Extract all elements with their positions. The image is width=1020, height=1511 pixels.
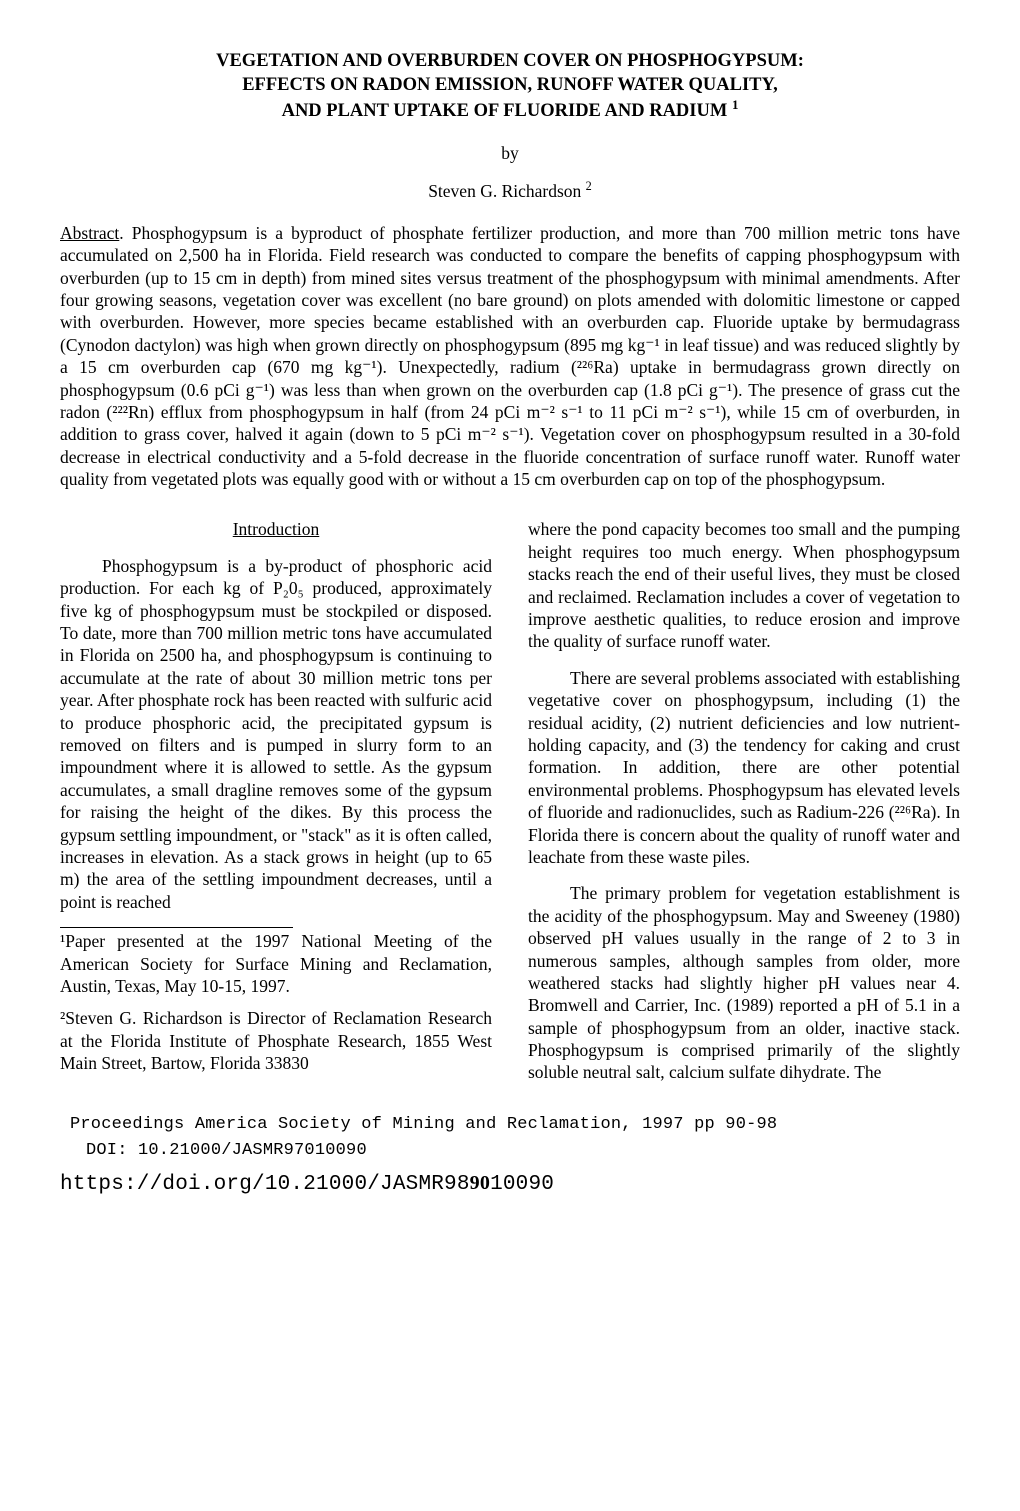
page-number-9: 9 [470, 1172, 480, 1194]
right-para-2: There are several problems associated wi… [528, 667, 960, 869]
right-column: where the pond capacity becomes too smal… [528, 518, 960, 1097]
paper-title: VEGETATION AND OVERBURDEN COVER ON PHOSP… [60, 50, 960, 124]
title-line-3: AND PLANT UPTAKE OF FLUORIDE AND RADIUM [282, 102, 732, 122]
footnote-2: ²Steven G. Richardson is Director of Rec… [60, 1007, 492, 1074]
author-footnote-marker: 2 [586, 179, 592, 193]
url-prefix: https://doi.org/10.21000/JASMR98 [60, 1173, 470, 1196]
title-footnote-marker: 1 [732, 97, 738, 112]
introduction-heading: Introduction [60, 518, 492, 540]
author-name: Steven G. Richardson 2 [60, 179, 960, 202]
abstract-body: . Phosphogypsum is a byproduct of phosph… [60, 223, 960, 489]
abstract: Abstract. Phosphogypsum is a byproduct o… [60, 222, 960, 491]
left-column: Introduction Phosphogypsum is a by-produ… [60, 518, 492, 1097]
abstract-label: Abstract [60, 223, 119, 243]
title-line-1: VEGETATION AND OVERBURDEN COVER ON PHOSP… [216, 51, 804, 71]
proceedings-line: Proceedings America Society of Mining an… [70, 1114, 960, 1136]
right-para-3: The primary problem for vegetation estab… [528, 882, 960, 1084]
right-para-1: where the pond capacity becomes too smal… [528, 518, 960, 652]
url-suffix: 10090 [490, 1173, 554, 1196]
title-line-2: EFFECTS ON RADON EMISSION, RUNOFF WATER … [242, 75, 778, 95]
footnote-1: ¹Paper presented at the 1997 National Me… [60, 930, 492, 997]
footnote-separator [60, 927, 293, 928]
by-label: by [60, 142, 960, 164]
doi-url-line: https://doi.org/10.21000/JASMR989010090 [60, 1171, 960, 1199]
two-column-body: Introduction Phosphogypsum is a by-produ… [60, 518, 960, 1097]
page-number-0: 0 [480, 1172, 490, 1194]
intro-para-1: Phosphogypsum is a by-product of phospho… [60, 555, 492, 913]
doi-line: DOI: 10.21000/JASMR97010090 [86, 1140, 960, 1162]
